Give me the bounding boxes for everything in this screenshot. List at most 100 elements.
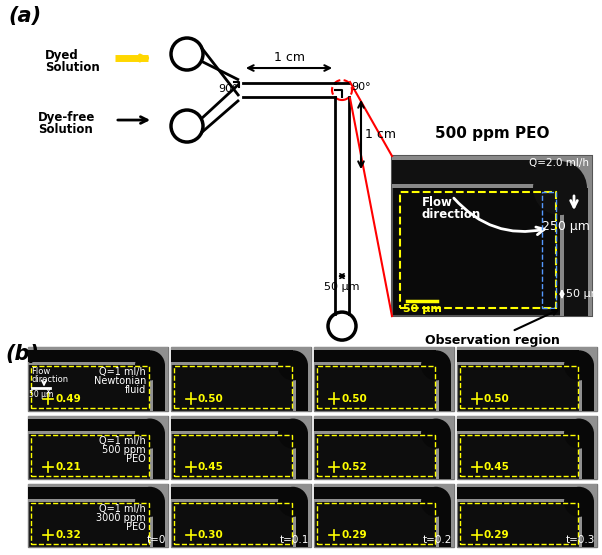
Text: x: x — [46, 387, 51, 396]
Bar — [314, 350, 436, 362]
Text: 0.49: 0.49 — [55, 393, 81, 403]
Bar — [392, 156, 592, 188]
Text: 0.29: 0.29 — [484, 530, 510, 540]
Bar — [28, 347, 168, 365]
Bar — [31, 435, 149, 476]
Bar — [542, 192, 556, 308]
Bar — [439, 433, 451, 479]
Text: 3000 ppm: 3000 ppm — [96, 513, 146, 523]
Text: 500 ppm PEO: 500 ppm PEO — [435, 126, 549, 141]
Bar — [28, 416, 168, 433]
Bar — [439, 365, 451, 411]
Text: 0.21: 0.21 — [55, 462, 81, 472]
Bar — [174, 503, 292, 544]
Text: 0.32: 0.32 — [55, 530, 81, 540]
Bar — [392, 156, 592, 316]
Bar — [171, 347, 311, 411]
Text: Flow: Flow — [31, 367, 50, 376]
Text: t=0.1: t=0.1 — [279, 535, 309, 545]
Bar — [314, 484, 454, 502]
Text: 1 cm: 1 cm — [273, 51, 305, 64]
Circle shape — [278, 487, 308, 517]
Bar — [174, 366, 292, 407]
Bar — [392, 160, 560, 184]
Bar — [579, 347, 597, 411]
Bar — [314, 347, 454, 411]
Bar — [171, 416, 311, 479]
Bar — [457, 418, 579, 431]
Bar — [171, 347, 311, 365]
Text: 0.50: 0.50 — [484, 393, 510, 403]
Text: 50 μm: 50 μm — [29, 391, 53, 400]
Bar — [28, 350, 150, 362]
Circle shape — [135, 487, 165, 517]
Bar — [150, 347, 168, 411]
Bar — [457, 416, 597, 479]
Bar — [28, 487, 150, 499]
Text: 50 μm: 50 μm — [566, 289, 601, 299]
Text: 90°: 90° — [351, 82, 371, 92]
Bar — [579, 484, 597, 502]
Bar — [314, 484, 454, 547]
Bar — [400, 192, 556, 308]
Bar — [436, 416, 454, 479]
Bar — [153, 433, 165, 479]
Bar — [579, 484, 597, 547]
Text: 0.45: 0.45 — [198, 462, 224, 472]
Bar — [335, 83, 349, 97]
Text: 0.29: 0.29 — [341, 530, 367, 540]
Text: t=0.3: t=0.3 — [566, 535, 595, 545]
Text: Observation region: Observation region — [424, 310, 559, 347]
Text: 50 μm: 50 μm — [403, 304, 441, 314]
Bar — [317, 366, 435, 407]
Circle shape — [421, 487, 451, 517]
Text: direction: direction — [31, 375, 68, 385]
Text: PEO: PEO — [126, 522, 146, 532]
Text: 0.50: 0.50 — [341, 393, 367, 403]
Text: 50 μm: 50 μm — [324, 282, 360, 292]
Text: Dyed: Dyed — [45, 49, 79, 62]
Bar — [582, 433, 594, 479]
Bar — [579, 416, 597, 433]
Circle shape — [135, 418, 165, 448]
Text: PEO: PEO — [126, 453, 146, 463]
Text: 0.30: 0.30 — [198, 530, 224, 540]
Bar — [171, 418, 293, 431]
Text: Dye-free: Dye-free — [38, 111, 95, 124]
Bar — [153, 365, 165, 411]
Text: Newtonian: Newtonian — [94, 376, 146, 386]
Bar — [174, 435, 292, 476]
Bar — [457, 347, 597, 411]
Bar — [293, 484, 311, 547]
Circle shape — [564, 418, 594, 448]
Text: (a): (a) — [8, 6, 41, 26]
Bar — [28, 416, 168, 479]
Bar — [314, 347, 454, 365]
Bar — [296, 433, 308, 479]
Circle shape — [278, 350, 308, 380]
Bar — [293, 347, 311, 365]
Bar — [296, 365, 308, 411]
Bar — [582, 502, 594, 547]
Circle shape — [564, 487, 594, 517]
Bar — [457, 416, 597, 433]
Text: 90°: 90° — [218, 84, 238, 94]
Text: 500 ppm: 500 ppm — [102, 445, 146, 455]
Bar — [153, 502, 165, 547]
Text: t=0.2: t=0.2 — [423, 535, 452, 545]
Bar — [457, 350, 579, 362]
Circle shape — [533, 161, 587, 215]
Circle shape — [421, 350, 451, 380]
Bar — [560, 156, 592, 188]
Bar — [293, 347, 311, 411]
Bar — [171, 416, 311, 433]
Text: 0.52: 0.52 — [341, 462, 367, 472]
Text: Q=1 ml/h: Q=1 ml/h — [99, 367, 146, 377]
Bar — [439, 502, 451, 547]
Bar — [150, 484, 168, 502]
Circle shape — [135, 350, 165, 380]
Text: (b): (b) — [5, 344, 39, 364]
Bar — [579, 416, 597, 479]
Bar — [150, 347, 168, 365]
Bar — [582, 365, 594, 411]
